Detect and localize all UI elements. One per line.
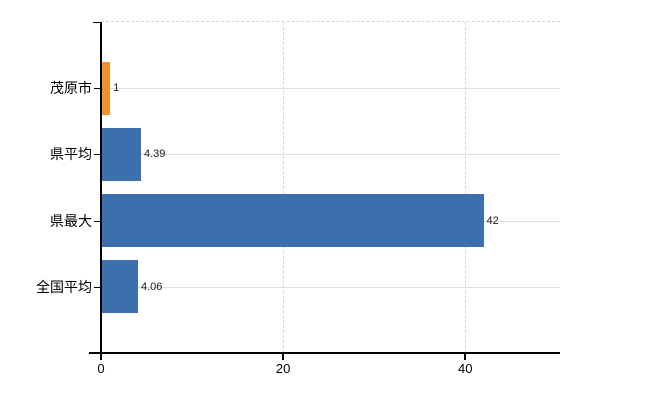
category-tick-mark: [94, 88, 101, 90]
category-label: 茂原市: [50, 80, 92, 97]
plot-top-border: [101, 21, 560, 22]
bar-value-label: 4.39: [143, 148, 166, 161]
gridline-vertical: [283, 22, 285, 353]
bar-value-label: 42: [486, 214, 499, 227]
bar-value-label: 1: [113, 82, 120, 95]
x-tick-label: 20: [275, 361, 291, 376]
chart-bar[interactable]: [101, 194, 484, 248]
gridline-horizontal: [101, 286, 560, 288]
chart-bar[interactable]: [101, 61, 111, 115]
x-axis-line: [89, 352, 560, 354]
category-tick-mark: [94, 154, 101, 156]
chart-bar[interactable]: [101, 127, 141, 181]
x-tick-mark: [100, 353, 102, 360]
category-tick-mark: [94, 220, 101, 222]
gridline-horizontal: [101, 154, 560, 156]
x-tick-label: 40: [458, 361, 473, 376]
y-axis-top-tick-mark: [93, 22, 101, 23]
category-label: 県最大: [50, 212, 92, 229]
category-label: 県平均: [50, 146, 92, 163]
x-tick-label: 0: [97, 361, 105, 376]
y-axis-line: [100, 22, 102, 353]
bar-value-label: 4.06: [140, 280, 163, 293]
x-tick-mark: [282, 353, 284, 360]
category-tick-mark: [94, 286, 101, 288]
chart-bar[interactable]: [101, 260, 138, 314]
gridline-horizontal: [101, 88, 560, 90]
x-tick-mark: [464, 353, 466, 360]
category-label: 全国平均: [36, 278, 92, 295]
gridline-vertical: [465, 22, 467, 353]
